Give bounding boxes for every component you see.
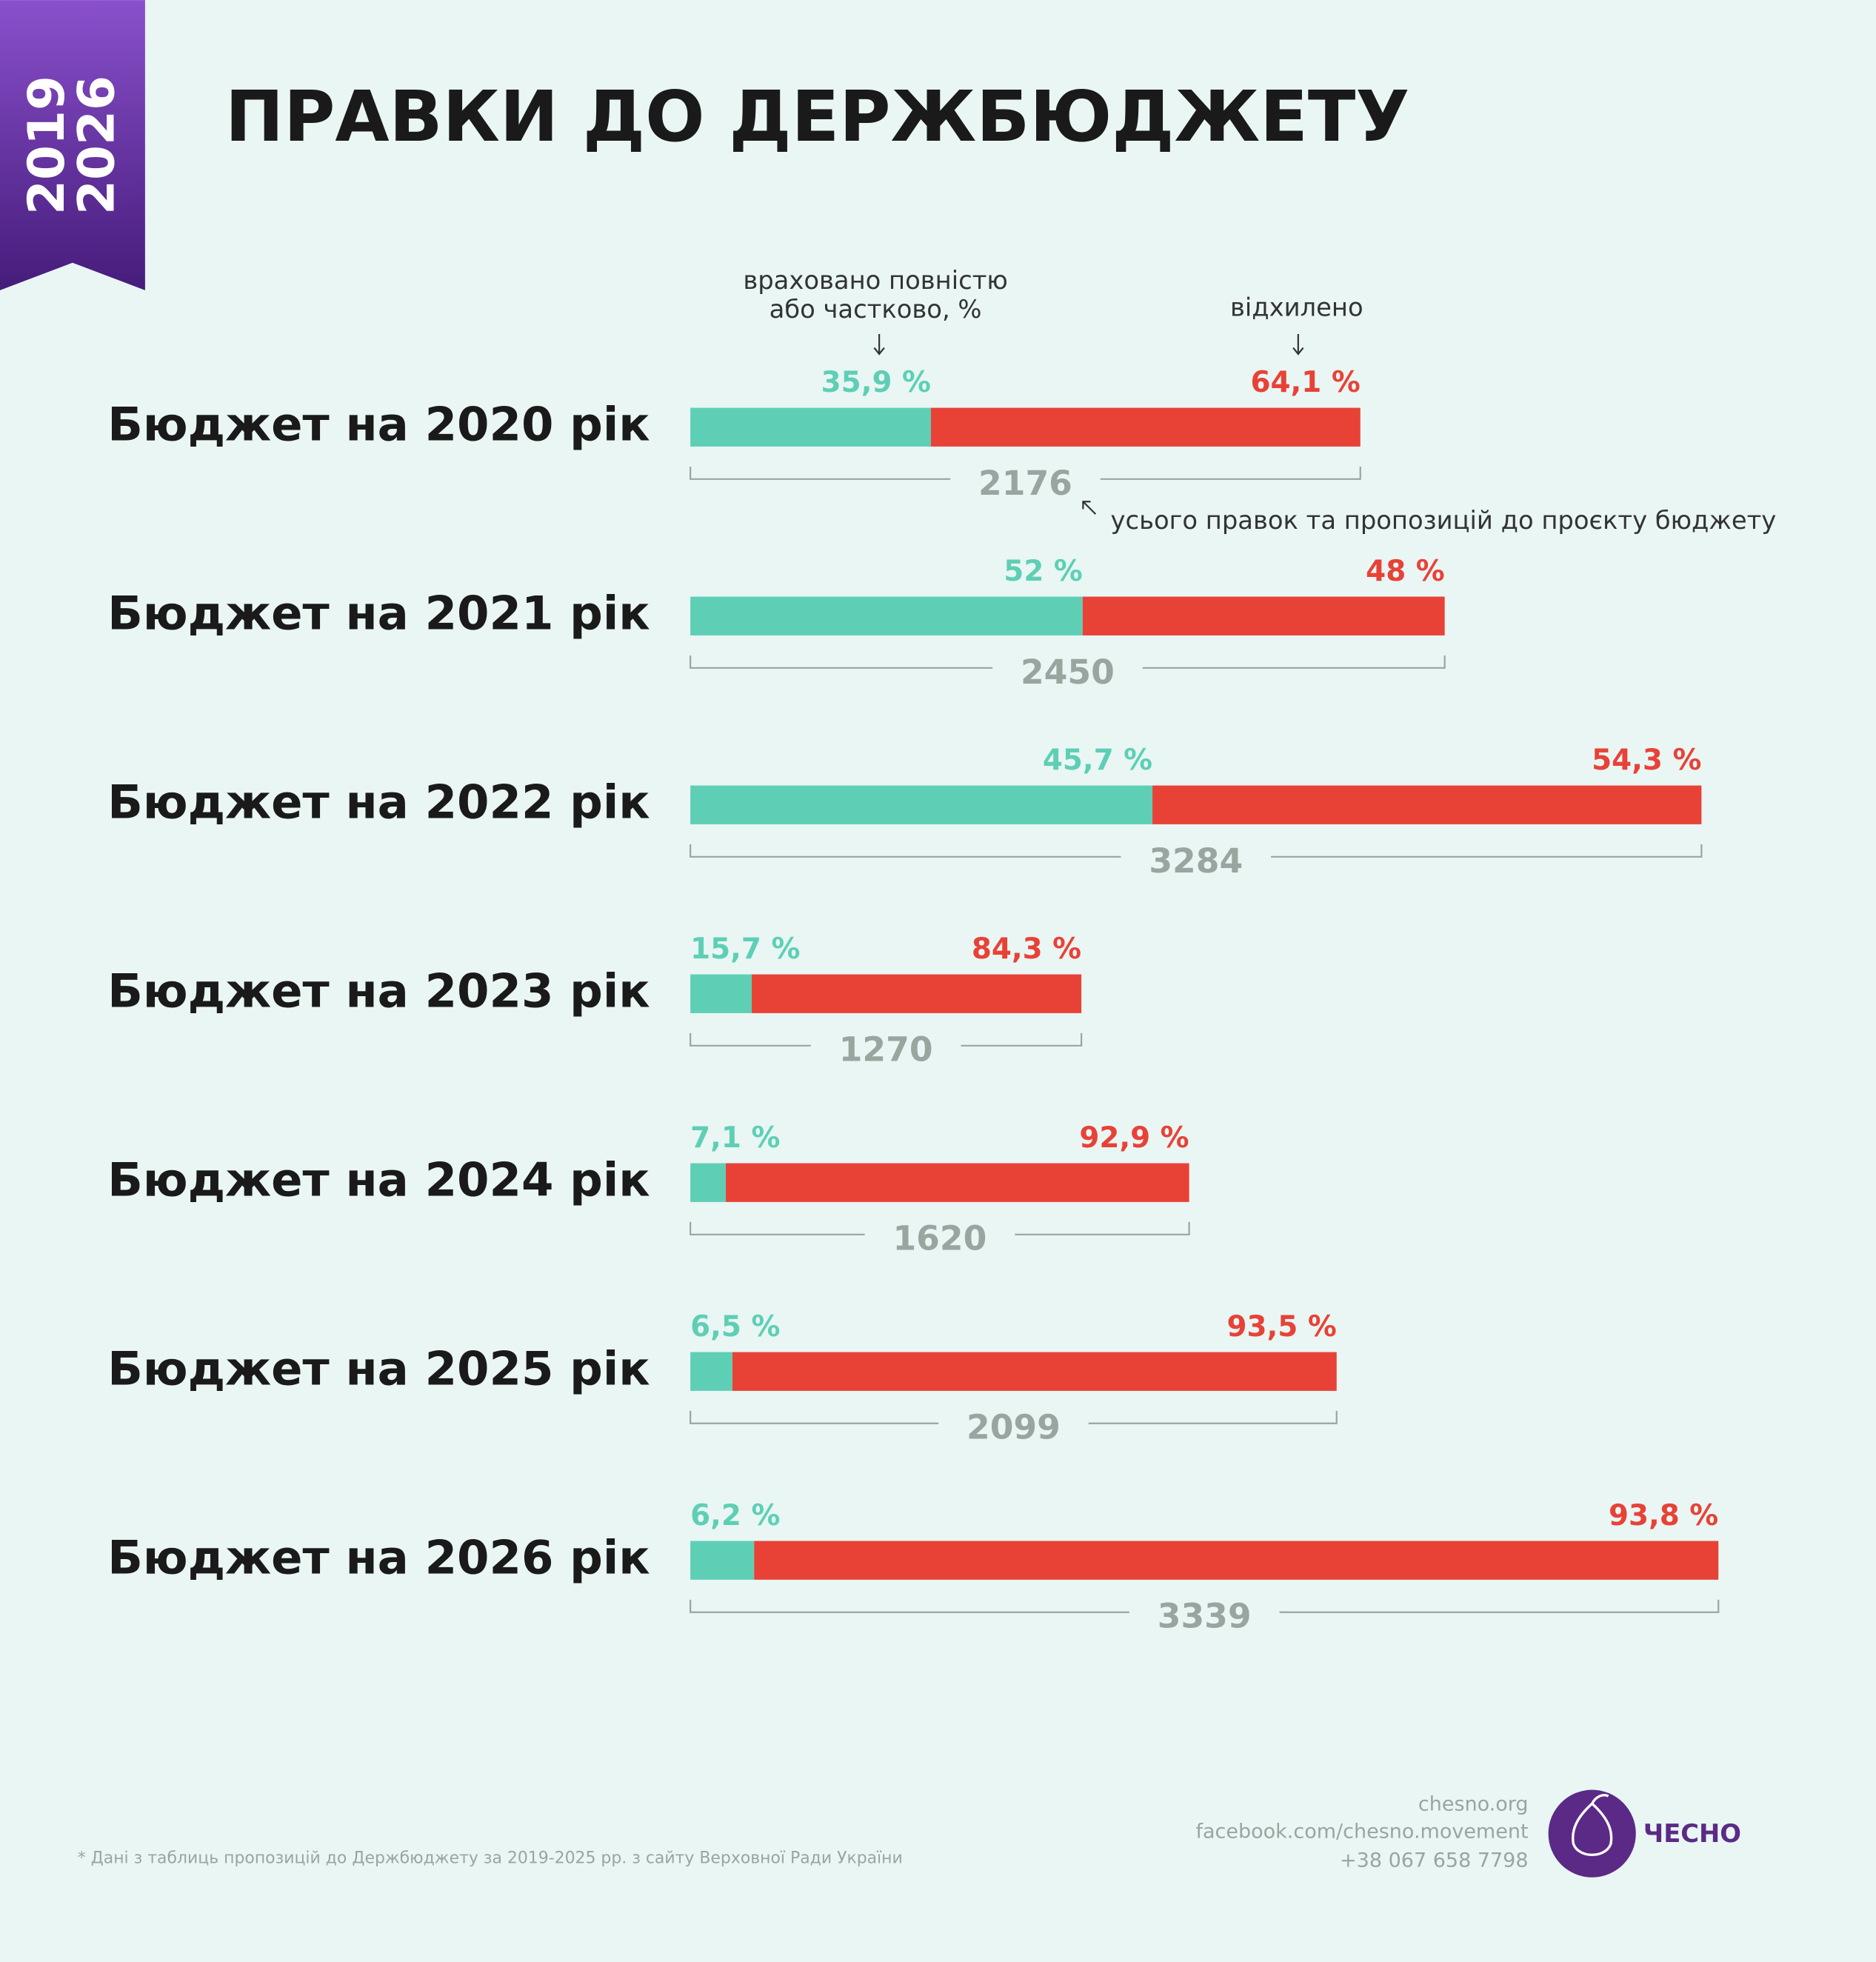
badge-year: 2026 [67, 76, 126, 215]
legend-label: відхилено [1230, 293, 1363, 322]
bar-segment [690, 407, 931, 447]
value-label: 6,2 % [690, 1499, 780, 1532]
total-bracket [690, 466, 1361, 480]
contact: facebook.com/chesno.movement [1195, 1820, 1528, 1843]
logo-text: ЧЕСНО [1643, 1819, 1741, 1848]
value-label: 6,5 % [690, 1310, 780, 1344]
bar-segment [690, 974, 752, 1013]
contact: chesno.org [1418, 1792, 1529, 1815]
bar-segment [732, 1352, 1337, 1391]
value-label: 48 % [1366, 555, 1444, 588]
contact: +38 067 658 7798 [1340, 1849, 1529, 1872]
value-label: 93,8 % [1609, 1499, 1718, 1532]
total-label: 3339 [1158, 1597, 1252, 1636]
category-label: Бюджет на 2025 рік [107, 1342, 650, 1396]
chart-title: ПРАВКИ ДО ДЕРЖБЮДЖЕТУ [225, 76, 1409, 158]
category-label: Бюджет на 2023 рік [107, 964, 650, 1018]
value-label: 92,9 % [1079, 1121, 1189, 1155]
value-label: 54,3 % [1592, 744, 1701, 777]
bar-segment [690, 1352, 732, 1391]
footnote: * Дані з таблиць пропозицій до Держбюдже… [78, 1849, 903, 1867]
value-label: 64,1 % [1251, 366, 1361, 399]
category-label: Бюджет на 2021 рік [107, 587, 650, 641]
category-label: Бюджет на 2024 рік [107, 1153, 650, 1207]
bar-segment [754, 1541, 1719, 1580]
badge-year: 2019 [17, 76, 76, 215]
bar-segment [690, 1541, 755, 1580]
total-bracket [690, 1032, 1083, 1047]
total-bracket [690, 844, 1703, 858]
total-label: 2176 [978, 464, 1072, 503]
total-label: 1620 [892, 1219, 987, 1258]
total-label: 3284 [1149, 841, 1243, 881]
value-label: 35,9 % [821, 366, 931, 399]
badge [0, 0, 145, 290]
category-label: Бюджет на 2026 рік [107, 1531, 650, 1585]
legend-label: враховано повністю або частково, % [743, 266, 1007, 324]
total-label: 2450 [1021, 653, 1115, 692]
value-label: 93,5 % [1227, 1310, 1337, 1344]
total-bracket [690, 1599, 1720, 1613]
legend-arrows [873, 333, 1304, 515]
bar-segment [690, 785, 1153, 824]
value-label: 7,1 % [690, 1121, 780, 1155]
category-label: Бюджет на 2022 рік [107, 775, 650, 830]
value-label: 52 % [1004, 555, 1082, 588]
total-bracket [690, 655, 1446, 669]
bar-segment [930, 407, 1361, 447]
total-bracket [690, 1410, 1338, 1424]
value-label: 45,7 % [1043, 744, 1152, 777]
logo-mark [1548, 1789, 1636, 1878]
bar-segment [1082, 596, 1445, 635]
bar-segment [1152, 785, 1702, 824]
bar-segment [752, 974, 1082, 1013]
total-label: 2099 [967, 1408, 1061, 1447]
value-label: 15,7 % [690, 932, 800, 966]
annotation: усього правок та пропозицій до проєкту б… [1111, 506, 1777, 535]
value-label: 84,3 % [972, 932, 1081, 966]
bar-segment [690, 1163, 726, 1202]
bar-segment [725, 1163, 1189, 1202]
total-label: 1270 [839, 1030, 933, 1070]
bar-segment [690, 596, 1083, 635]
logo-icon [1572, 1794, 1613, 1856]
category-label: Бюджет на 2020 рік [107, 398, 650, 452]
total-bracket [690, 1221, 1190, 1235]
